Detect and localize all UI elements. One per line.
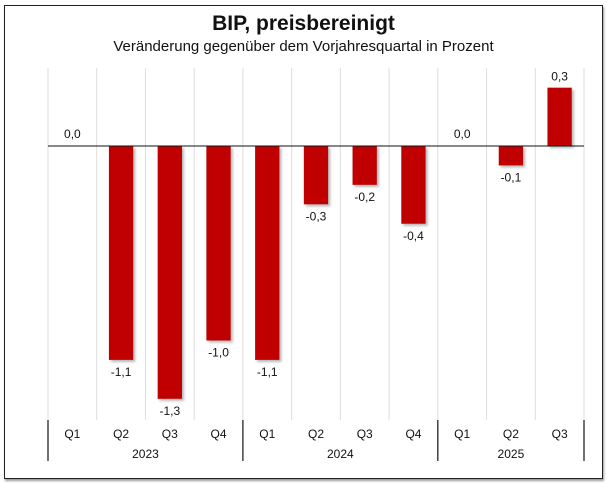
- x-tick-label: Q4: [211, 427, 227, 441]
- data-label: -1,3: [159, 404, 180, 418]
- bar: [401, 146, 426, 224]
- bar: [206, 146, 231, 341]
- group-label: 2024: [327, 447, 354, 461]
- data-label: -0,4: [403, 229, 424, 243]
- data-label: 0,0: [454, 127, 471, 141]
- bar: [352, 146, 377, 185]
- x-tick-label: Q2: [113, 427, 129, 441]
- data-label: -1,0: [208, 346, 229, 360]
- bar: [108, 146, 134, 360]
- group-label: 2025: [498, 447, 525, 461]
- x-tick-label: Q4: [405, 427, 421, 441]
- x-tick-label: Q1: [454, 427, 470, 441]
- bar: [255, 146, 280, 360]
- chart-title: BIP, preisbereinigt: [212, 12, 395, 35]
- data-label: 0,3: [551, 70, 568, 84]
- data-label: -0,2: [354, 190, 375, 204]
- data-label: -1,1: [111, 365, 132, 379]
- bar: [547, 87, 572, 146]
- bar: [303, 146, 329, 205]
- x-tick-label: Q2: [308, 427, 324, 441]
- x-tick-label: Q1: [64, 427, 80, 441]
- x-tick-label: Q2: [503, 427, 519, 441]
- x-tick-label: Q1: [259, 427, 275, 441]
- data-label: -1,1: [257, 365, 278, 379]
- data-label: 0,0: [64, 127, 81, 141]
- bar: [157, 146, 182, 399]
- x-tick-label: Q3: [552, 427, 568, 441]
- data-label: -0,3: [306, 209, 327, 223]
- x-tick-label: Q3: [162, 427, 178, 441]
- group-label: 2023: [132, 447, 159, 461]
- chart-frame: [4, 5, 603, 479]
- data-label: -0,1: [501, 170, 522, 184]
- x-tick-label: Q3: [357, 427, 373, 441]
- bar: [498, 146, 524, 166]
- chart-subtitle: Veränderung gegenüber dem Vorjahresquart…: [113, 38, 494, 55]
